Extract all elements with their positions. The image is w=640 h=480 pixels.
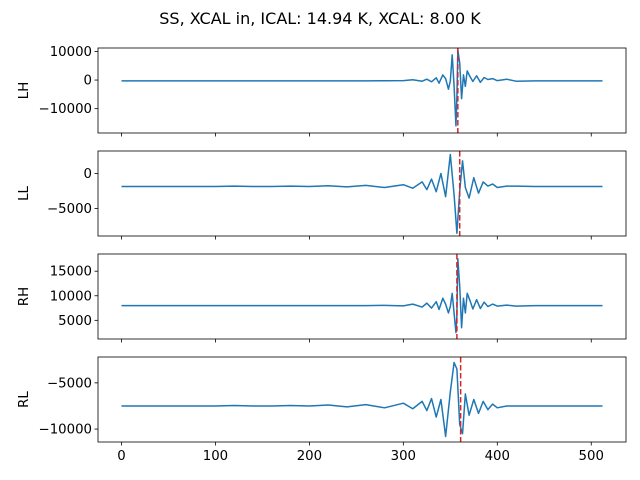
y-axis-label: LL	[17, 186, 32, 201]
series-line	[121, 361, 603, 438]
y-axis-label: RL	[17, 391, 32, 408]
subplot-rh: 5000 10000 15000 RH	[17, 253, 627, 343]
axes-frame	[97, 47, 627, 134]
axes-frame	[97, 356, 627, 443]
y-tick-label: −5000	[47, 202, 92, 217]
y-tick-label: 0	[84, 167, 92, 182]
x-tick-label: 200	[297, 449, 322, 464]
series-line	[121, 258, 603, 334]
axes-frame	[97, 253, 627, 340]
y-tick-label: 10000	[50, 45, 92, 60]
x-tick-label: 100	[203, 449, 228, 464]
x-tick-label: 0	[117, 449, 125, 464]
axes-frame	[97, 150, 627, 237]
series-line	[121, 153, 603, 234]
y-tick-label: 10000	[50, 289, 92, 304]
x-tick-label: 300	[391, 449, 416, 464]
y-axis-label: LH	[17, 82, 32, 99]
subplot-rl: −10000 −5000 0 100 200 300 400 500 RL	[17, 356, 627, 464]
chart-title: SS, XCAL in, ICAL: 14.94 K, XCAL: 8.00 K	[159, 9, 481, 28]
subplot-lh: −10000 0 10000 LH	[17, 45, 627, 137]
y-tick-label: −5000	[47, 376, 92, 391]
x-tick-label: 400	[485, 449, 510, 464]
series-line	[121, 49, 603, 127]
y-tick-label: −10000	[39, 102, 92, 117]
y-tick-label: −10000	[39, 423, 92, 438]
y-tick-label: 0	[84, 74, 92, 89]
y-axis-label: RH	[17, 287, 32, 306]
y-tick-label: 5000	[58, 314, 92, 329]
y-tick-label: 15000	[50, 265, 92, 280]
subplot-ll: −5000 0 LL	[17, 150, 627, 240]
x-tick-label: 500	[579, 449, 604, 464]
